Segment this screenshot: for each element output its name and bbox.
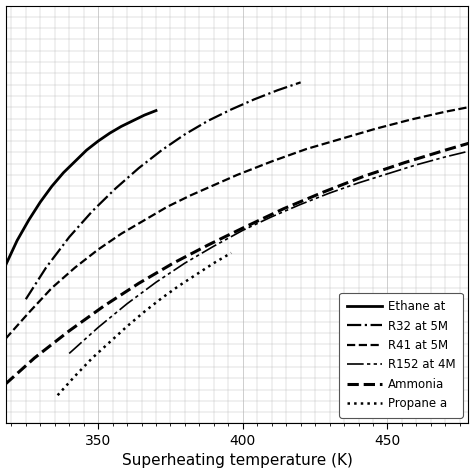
R41 at 5M xyxy=(3,336,9,342)
Ethane at xyxy=(26,217,32,223)
R152 at 4M xyxy=(124,301,130,307)
Ammonia xyxy=(402,160,408,165)
R41 at 5M xyxy=(373,126,379,131)
R41 at 5M xyxy=(234,172,240,178)
Ammonia xyxy=(136,281,141,286)
Ammonia xyxy=(362,173,367,179)
Ethane at xyxy=(84,147,90,153)
Ammonia xyxy=(32,355,37,361)
X-axis label: Superheating temperature (K): Superheating temperature (K) xyxy=(121,454,353,468)
R32 at 5M xyxy=(66,234,72,240)
R152 at 4M xyxy=(269,214,274,219)
R32 at 5M xyxy=(113,186,118,191)
Propane a xyxy=(55,392,61,398)
R41 at 5M xyxy=(269,159,274,164)
R152 at 4M xyxy=(298,201,303,207)
R41 at 5M xyxy=(188,192,193,198)
Ammonia xyxy=(171,260,176,266)
R32 at 5M xyxy=(274,87,280,93)
Line: Ammonia: Ammonia xyxy=(6,143,468,384)
R41 at 5M xyxy=(26,310,32,316)
Ammonia xyxy=(101,303,107,309)
R152 at 4M xyxy=(384,171,390,177)
R41 at 5M xyxy=(465,104,471,110)
Ammonia xyxy=(205,242,211,248)
Propane a xyxy=(176,283,182,289)
R32 at 5M xyxy=(182,131,188,137)
Ethane at xyxy=(95,138,101,144)
R32 at 5M xyxy=(252,97,257,102)
Ethane at xyxy=(49,183,55,189)
R41 at 5M xyxy=(142,217,147,223)
Propane a xyxy=(159,295,164,301)
R41 at 5M xyxy=(211,182,217,188)
R152 at 4M xyxy=(182,260,188,266)
Ethane at xyxy=(130,118,136,124)
Propane a xyxy=(124,323,130,329)
Legend: Ethane at, R32 at 5M, R41 at 5M, R152 at 4M, Ammonia, Propane a: Ethane at, R32 at 5M, R41 at 5M, R152 at… xyxy=(339,293,463,418)
R32 at 5M xyxy=(228,107,234,112)
R32 at 5M xyxy=(136,165,141,171)
Ammonia xyxy=(465,140,471,146)
R32 at 5M xyxy=(205,118,211,124)
Propane a xyxy=(107,339,112,345)
R152 at 4M xyxy=(465,148,471,154)
Propane a xyxy=(90,355,95,361)
Ethane at xyxy=(14,237,20,243)
R41 at 5M xyxy=(72,265,78,271)
Ethane at xyxy=(61,170,66,175)
R41 at 5M xyxy=(303,146,309,152)
Line: R152 at 4M: R152 at 4M xyxy=(69,151,468,354)
Ammonia xyxy=(281,206,286,212)
Line: Ethane at: Ethane at xyxy=(6,110,156,265)
R41 at 5M xyxy=(49,285,55,291)
Line: R41 at 5M: R41 at 5M xyxy=(6,107,468,339)
Ethane at xyxy=(118,124,124,129)
R152 at 4M xyxy=(327,190,332,196)
R152 at 4M xyxy=(413,162,419,168)
Ethane at xyxy=(107,130,112,136)
Propane a xyxy=(194,272,200,277)
Ammonia xyxy=(442,147,448,153)
Ethane at xyxy=(142,112,147,118)
R32 at 5M xyxy=(23,296,28,302)
R152 at 4M xyxy=(240,228,246,233)
Ammonia xyxy=(321,189,327,195)
Line: R32 at 5M: R32 at 5M xyxy=(26,82,301,299)
R41 at 5M xyxy=(95,246,101,252)
R41 at 5M xyxy=(442,109,448,115)
Propane a xyxy=(72,373,78,379)
R152 at 4M xyxy=(66,351,72,356)
R32 at 5M xyxy=(159,147,164,153)
Ammonia xyxy=(66,328,72,334)
R32 at 5M xyxy=(298,80,303,85)
R41 at 5M xyxy=(118,231,124,237)
Ethane at xyxy=(37,199,43,205)
R41 at 5M xyxy=(338,136,344,142)
R152 at 4M xyxy=(356,180,361,186)
Ammonia xyxy=(3,381,9,387)
Ethane at xyxy=(72,159,78,164)
R152 at 4M xyxy=(442,154,448,160)
Ethane at xyxy=(3,263,9,268)
R32 at 5M xyxy=(43,265,49,271)
R152 at 4M xyxy=(153,280,159,285)
Propane a xyxy=(142,309,147,314)
R41 at 5M xyxy=(408,117,413,122)
Ammonia xyxy=(240,225,246,231)
Line: Propane a: Propane a xyxy=(58,253,231,395)
R41 at 5M xyxy=(165,204,171,210)
R32 at 5M xyxy=(90,208,95,214)
R152 at 4M xyxy=(211,243,217,249)
R152 at 4M xyxy=(95,325,101,330)
Propane a xyxy=(211,260,217,266)
Propane a xyxy=(228,250,234,256)
Ethane at xyxy=(153,108,159,113)
